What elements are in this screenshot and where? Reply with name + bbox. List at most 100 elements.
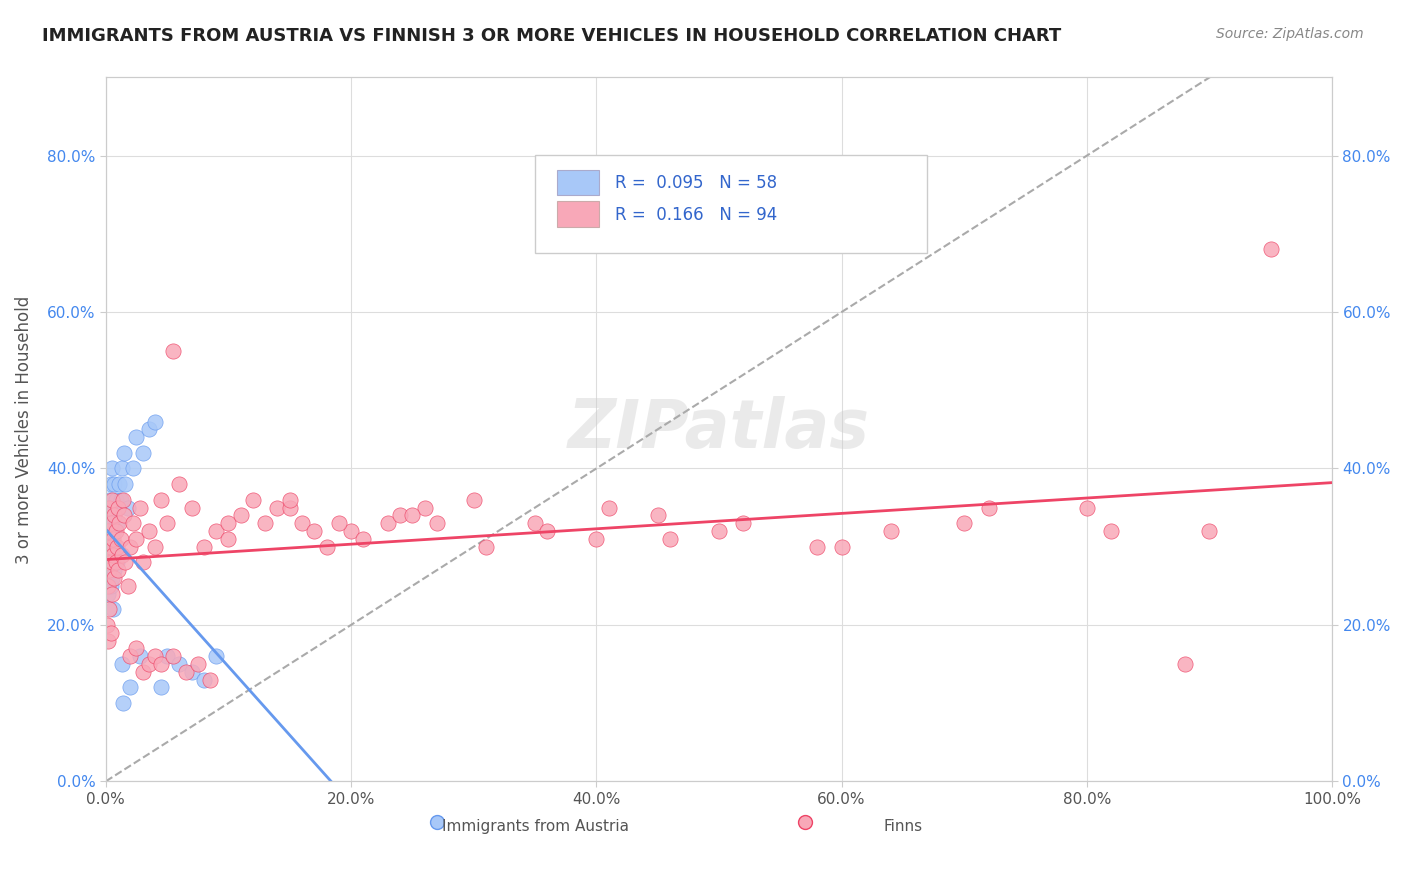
Point: [131, 446, 153, 460]
Point: [707, 524, 730, 538]
Point: [162, 344, 184, 359]
Point: [100, 532, 122, 546]
Point: [101, 571, 124, 585]
Point: [401, 508, 423, 523]
Point: [524, 516, 547, 531]
Point: [114, 477, 136, 491]
Point: [96, 524, 118, 538]
Point: [143, 415, 166, 429]
Point: [120, 681, 142, 695]
Point: [169, 477, 191, 491]
Point: [100, 477, 122, 491]
Point: [180, 665, 202, 679]
Point: [806, 540, 828, 554]
Y-axis label: 3 or more Vehicles in Household: 3 or more Vehicles in Household: [15, 295, 32, 564]
Point: [103, 524, 125, 538]
Point: [193, 540, 215, 554]
Point: [97, 579, 120, 593]
FancyBboxPatch shape: [557, 202, 599, 227]
Point: [100, 579, 122, 593]
Point: [463, 492, 485, 507]
Point: [340, 524, 363, 538]
Point: [125, 532, 148, 546]
Point: [100, 516, 122, 531]
Point: [162, 649, 184, 664]
Point: [101, 500, 124, 515]
Point: [131, 665, 153, 679]
Point: [156, 649, 179, 664]
Point: [98, 500, 121, 515]
Point: [104, 540, 127, 554]
Point: [112, 508, 135, 523]
Point: [101, 602, 124, 616]
Point: [217, 516, 239, 531]
Point: [117, 579, 139, 593]
Point: [96, 555, 118, 569]
Point: [111, 696, 134, 710]
Point: [352, 532, 374, 546]
Point: [98, 563, 121, 577]
Point: [205, 524, 228, 538]
Point: [156, 516, 179, 531]
Point: [112, 446, 135, 460]
Point: [254, 516, 277, 531]
Point: [100, 540, 122, 554]
Point: [143, 540, 166, 554]
Point: [100, 548, 122, 562]
Point: [1076, 500, 1098, 515]
Point: [242, 492, 264, 507]
Point: [143, 649, 166, 664]
Point: [97, 516, 120, 531]
Point: [98, 602, 121, 616]
Point: [328, 516, 350, 531]
Point: [105, 555, 128, 569]
Point: [150, 681, 173, 695]
Point: [129, 500, 152, 515]
Point: [97, 586, 120, 600]
Point: [107, 500, 129, 515]
Point: [658, 532, 681, 546]
Point: [101, 586, 124, 600]
FancyBboxPatch shape: [557, 169, 599, 195]
Point: [104, 555, 127, 569]
Point: [101, 516, 124, 531]
Point: [96, 548, 118, 562]
Point: [377, 516, 399, 531]
Point: [96, 540, 118, 554]
Point: [105, 516, 128, 531]
Point: [198, 673, 221, 687]
Point: [953, 516, 976, 531]
Point: [1174, 657, 1197, 671]
Point: [97, 633, 120, 648]
Point: [585, 532, 607, 546]
Point: [114, 555, 136, 569]
Point: [121, 461, 143, 475]
Point: [111, 492, 134, 507]
Point: [831, 540, 853, 554]
Point: [101, 492, 124, 507]
Point: [138, 422, 160, 436]
Point: [98, 508, 121, 523]
Point: [278, 500, 301, 515]
Point: [103, 477, 125, 491]
Point: [98, 492, 121, 507]
Point: [879, 524, 901, 538]
Point: [278, 492, 301, 507]
Text: IMMIGRANTS FROM AUSTRIA VS FINNISH 3 OR MORE VEHICLES IN HOUSEHOLD CORRELATION C: IMMIGRANTS FROM AUSTRIA VS FINNISH 3 OR …: [42, 27, 1062, 45]
Point: [304, 524, 326, 538]
Point: [475, 540, 498, 554]
Point: [97, 571, 120, 585]
Point: [150, 492, 173, 507]
Point: [104, 524, 127, 538]
Point: [97, 532, 120, 546]
Point: [98, 540, 121, 554]
Point: [193, 673, 215, 687]
Point: [733, 516, 755, 531]
Point: [169, 657, 191, 671]
Point: [96, 618, 118, 632]
Point: [111, 548, 134, 562]
Point: [121, 516, 143, 531]
Point: [101, 548, 124, 562]
FancyBboxPatch shape: [536, 155, 928, 253]
Point: [101, 555, 124, 569]
